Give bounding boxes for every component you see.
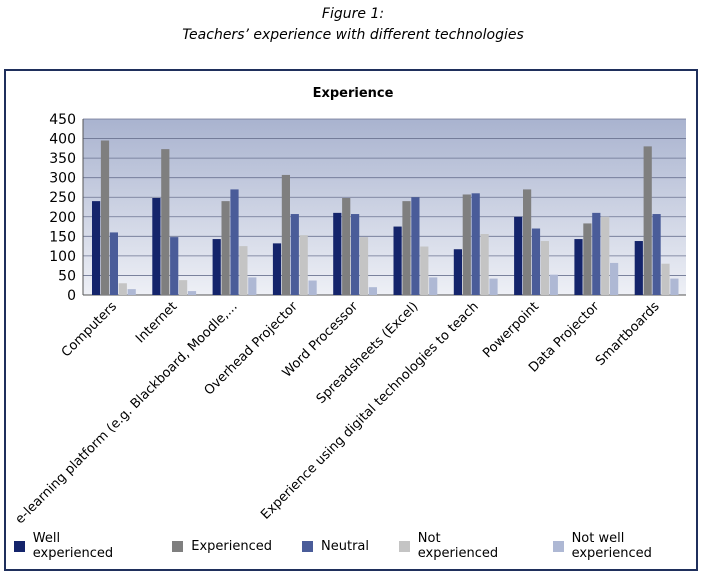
legend-item: Well experienced xyxy=(14,531,142,561)
y-tick-label: 200 xyxy=(49,210,76,226)
bar xyxy=(652,214,661,295)
bar xyxy=(230,189,239,295)
bar xyxy=(402,201,411,295)
legend-label: Not well experienced xyxy=(571,531,652,561)
bar xyxy=(100,140,110,295)
bar xyxy=(118,283,127,295)
legend-label: Well experienced xyxy=(32,531,114,561)
bar xyxy=(281,174,290,295)
x-tick-label: e-learning platform (e.g. Blackboard, Mo… xyxy=(13,299,241,527)
bar xyxy=(393,226,402,295)
bar xyxy=(489,278,498,295)
bar xyxy=(670,278,679,295)
legend-item: Not well experienced xyxy=(552,531,706,561)
legend-swatch xyxy=(302,540,314,552)
x-tick-label: Powerpoint xyxy=(480,299,542,361)
bar xyxy=(299,235,308,295)
y-tick-label: 100 xyxy=(49,249,76,265)
legend-swatch xyxy=(172,540,184,552)
y-tick-label: 0 xyxy=(67,288,76,304)
bar xyxy=(453,249,462,295)
x-tick-label: Experience using digital technologies to… xyxy=(258,299,481,522)
legend-item: Neutral xyxy=(302,539,369,554)
bar xyxy=(212,239,221,295)
bar xyxy=(540,241,549,295)
legend: Well experienced Experienced Neutral Not ex… xyxy=(14,531,706,561)
figure-label: Figure 1: xyxy=(321,6,385,22)
x-tick-label: Internet xyxy=(133,299,180,346)
bar xyxy=(359,237,369,295)
bar xyxy=(152,198,161,295)
bar xyxy=(531,228,541,295)
bar xyxy=(248,277,257,295)
legend-swatch xyxy=(14,540,25,552)
y-tick-label: 350 xyxy=(49,151,76,167)
legend-label: Not experienced xyxy=(417,531,499,561)
bar xyxy=(109,232,118,295)
bar xyxy=(333,212,342,295)
chart-title: Experience xyxy=(312,86,394,101)
legend-label: Experienced xyxy=(191,538,273,554)
bar xyxy=(634,241,643,295)
y-tick-label: 250 xyxy=(49,190,76,206)
bar xyxy=(643,146,652,295)
legend-swatch xyxy=(552,540,564,552)
bar xyxy=(601,216,610,295)
bar xyxy=(574,239,583,295)
bar xyxy=(272,243,282,295)
bar xyxy=(170,237,179,295)
bar xyxy=(239,246,248,295)
bar xyxy=(462,194,471,295)
bar xyxy=(308,280,317,295)
bar xyxy=(127,289,136,295)
legend-item: Experienced xyxy=(172,539,272,554)
x-tick-label: Spreadsheets (Excel) xyxy=(314,299,422,407)
bar xyxy=(523,189,532,295)
bar xyxy=(221,201,230,295)
bar xyxy=(420,246,429,295)
bar xyxy=(549,274,558,295)
bar xyxy=(351,214,360,295)
bar xyxy=(471,193,480,295)
bar xyxy=(368,287,377,295)
legend-item: Not experienced xyxy=(399,531,523,561)
bar xyxy=(411,197,420,295)
legend-swatch xyxy=(399,540,410,552)
y-tick-label: 50 xyxy=(58,268,76,284)
bar xyxy=(592,212,601,295)
x-tick-label: Computers xyxy=(59,299,120,360)
bar xyxy=(480,233,489,295)
bar xyxy=(610,262,619,295)
figure-caption: Teachers’ experience with different tech… xyxy=(182,27,524,43)
bar xyxy=(179,280,188,295)
bar xyxy=(429,277,438,295)
bar xyxy=(514,216,523,295)
y-tick-label: 300 xyxy=(49,171,76,187)
bar xyxy=(583,223,592,295)
x-tick-label: Smartboards xyxy=(593,299,663,369)
bar xyxy=(161,149,170,295)
bar xyxy=(92,201,101,295)
bar xyxy=(187,291,197,295)
bar xyxy=(661,263,670,295)
bar xyxy=(342,198,351,295)
bar xyxy=(290,214,299,295)
y-tick-label: 400 xyxy=(49,132,76,148)
y-tick-label: 450 xyxy=(49,112,76,128)
y-tick-label: 150 xyxy=(49,229,76,245)
legend-label: Neutral xyxy=(321,538,369,554)
